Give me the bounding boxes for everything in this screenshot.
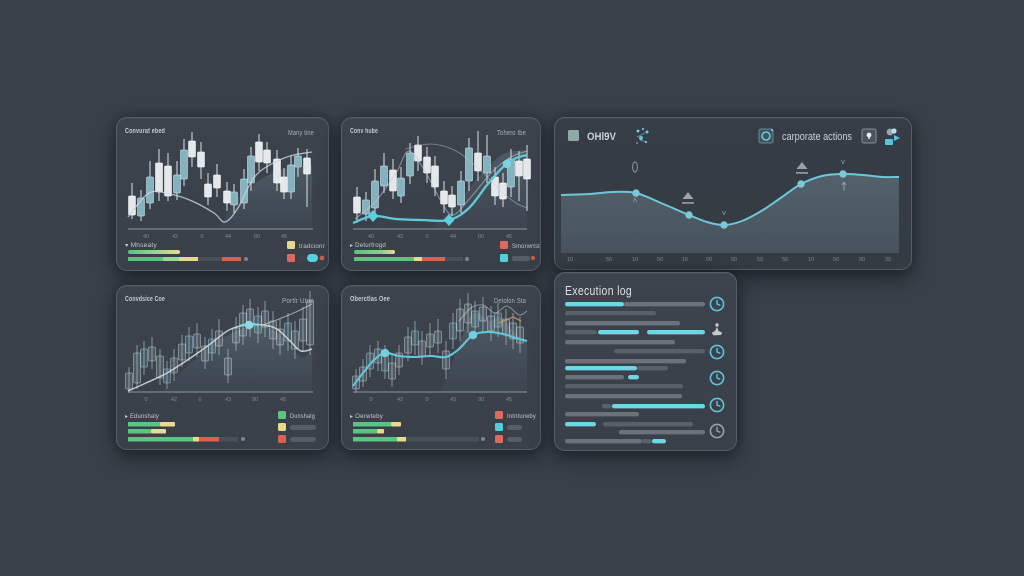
svg-text:50: 50 [757,257,763,263]
svg-text:43: 43 [450,397,456,403]
svg-text:45: 45 [506,234,512,240]
svg-text:OHl9V: OHl9V [587,131,617,143]
svg-text:44: 44 [450,234,456,240]
svg-text:Intnturwby: Intnturwby [507,414,536,420]
svg-text:50: 50 [782,257,788,263]
svg-text:42: 42 [397,234,403,240]
svg-text:0: 0 [200,234,203,240]
svg-text:˄: ˄ [633,196,638,205]
svg-text:0: 0 [198,397,201,403]
svg-text:Conv hube: Conv hube [350,128,378,135]
svg-text:10: 10 [808,257,814,263]
svg-text:10: 10 [567,257,573,263]
svg-text:50: 50 [833,257,839,263]
svg-text:0: 0 [425,397,428,403]
svg-text:50: 50 [606,257,612,263]
svg-text:Detolon Sta: Detolon Sta [494,298,526,305]
svg-text:0: 0 [144,397,147,403]
svg-text:Convurat ebed: Convurat ebed [125,128,165,135]
svg-text:Execution log: Execution log [565,284,632,298]
svg-text:Dunshalg: Dunshalg [290,414,315,420]
svg-text:▸ Deturfrogd: ▸ Deturfrogd [350,243,386,249]
svg-text:Oberctlas Oee: Oberctlas Oee [350,296,390,303]
svg-text:30: 30 [885,257,891,263]
svg-text:carporate actions: carporate actions [782,131,852,143]
svg-text:44: 44 [225,234,231,240]
svg-text:45: 45 [281,234,287,240]
svg-text:90: 90 [859,257,865,263]
svg-text:50: 50 [731,257,737,263]
svg-text:˅: ˅ [841,158,846,167]
svg-text:40: 40 [368,234,374,240]
svg-text:Tohero tbe: Tohero tbe [497,130,526,137]
svg-text:45: 45 [506,397,512,403]
svg-text:16: 16 [682,257,688,263]
svg-text:45: 45 [280,397,286,403]
svg-text:Many tine: Many tine [288,130,314,137]
svg-text:0: 0 [369,397,372,403]
svg-text:90: 90 [252,397,258,403]
svg-text:90: 90 [478,397,484,403]
svg-text:50: 50 [657,257,663,263]
svg-text:40: 40 [143,234,149,240]
svg-text:tradcionr: tradcionr [299,244,325,250]
svg-text:▸ Oerwteby: ▸ Oerwteby [350,414,383,420]
svg-text:0: 0 [425,234,428,240]
svg-text:42: 42 [397,397,403,403]
svg-text:Portlr Utoe: Portlr Utoe [282,298,314,305]
svg-text:00: 00 [254,234,260,240]
svg-text:Smorwrtst: Smorwrtst [512,244,540,250]
svg-text:00: 00 [478,234,484,240]
svg-text:Convdsice Coe: Convdsice Coe [125,296,165,303]
svg-text:42: 42 [171,397,177,403]
svg-text:▸ Edunshaly: ▸ Edunshaly [125,414,159,420]
svg-text:10: 10 [632,257,638,263]
svg-text:43: 43 [225,397,231,403]
svg-text:42: 42 [172,234,178,240]
svg-text:˅: ˅ [722,209,727,218]
svg-text:▾ Mhseaty: ▾ Mhseaty [125,243,157,249]
svg-text:00: 00 [706,257,712,263]
